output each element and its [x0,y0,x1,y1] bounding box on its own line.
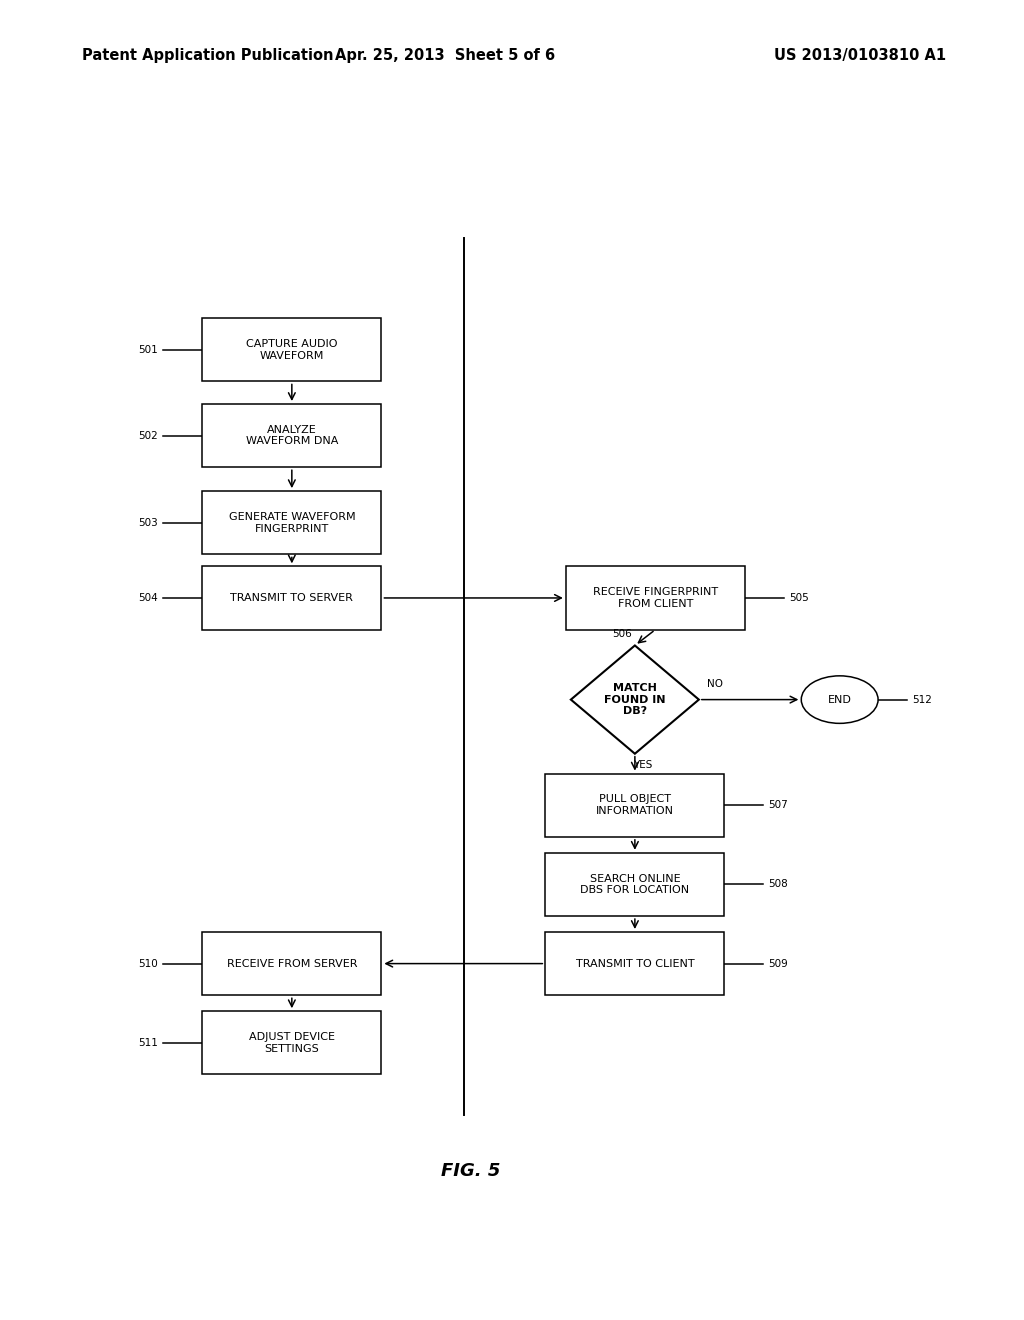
Text: MATCH
FOUND IN
DB?: MATCH FOUND IN DB? [604,682,666,717]
Text: 509: 509 [768,958,788,969]
Text: 512: 512 [911,694,932,705]
FancyBboxPatch shape [202,932,381,995]
Text: US 2013/0103810 A1: US 2013/0103810 A1 [774,48,946,63]
Text: Patent Application Publication: Patent Application Publication [82,48,334,63]
Polygon shape [571,645,698,754]
Text: 503: 503 [138,517,158,528]
Text: TRANSMIT TO CLIENT: TRANSMIT TO CLIENT [575,958,694,969]
FancyBboxPatch shape [202,566,381,630]
Text: YES: YES [634,760,652,771]
Text: NO: NO [707,678,723,689]
Text: RECEIVE FROM SERVER: RECEIVE FROM SERVER [226,958,357,969]
FancyBboxPatch shape [545,932,725,995]
FancyBboxPatch shape [545,853,725,916]
Text: SEARCH ONLINE
DBS FOR LOCATION: SEARCH ONLINE DBS FOR LOCATION [581,874,689,895]
Text: GENERATE WAVEFORM
FINGERPRINT: GENERATE WAVEFORM FINGERPRINT [228,512,355,533]
FancyBboxPatch shape [202,491,381,554]
Ellipse shape [801,676,878,723]
Text: PULL OBJECT
INFORMATION: PULL OBJECT INFORMATION [596,795,674,816]
Text: FIG. 5: FIG. 5 [441,1162,501,1180]
Text: CAPTURE AUDIO
WAVEFORM: CAPTURE AUDIO WAVEFORM [246,339,338,360]
Text: ADJUST DEVICE
SETTINGS: ADJUST DEVICE SETTINGS [249,1032,335,1053]
Text: TRANSMIT TO SERVER: TRANSMIT TO SERVER [230,593,353,603]
Text: END: END [827,694,852,705]
Text: 506: 506 [612,628,632,639]
Text: 505: 505 [790,593,809,603]
Text: Apr. 25, 2013  Sheet 5 of 6: Apr. 25, 2013 Sheet 5 of 6 [336,48,555,63]
Text: 511: 511 [138,1038,158,1048]
Text: ANALYZE
WAVEFORM DNA: ANALYZE WAVEFORM DNA [246,425,338,446]
Text: 504: 504 [138,593,158,603]
Text: 507: 507 [768,800,788,810]
Text: 501: 501 [138,345,158,355]
Text: 510: 510 [138,958,158,969]
FancyBboxPatch shape [565,566,745,630]
FancyBboxPatch shape [202,404,381,467]
Text: RECEIVE FINGERPRINT
FROM CLIENT: RECEIVE FINGERPRINT FROM CLIENT [593,587,718,609]
Text: 502: 502 [138,430,158,441]
Text: 508: 508 [768,879,788,890]
FancyBboxPatch shape [202,318,381,381]
FancyBboxPatch shape [202,1011,381,1074]
FancyBboxPatch shape [545,774,725,837]
